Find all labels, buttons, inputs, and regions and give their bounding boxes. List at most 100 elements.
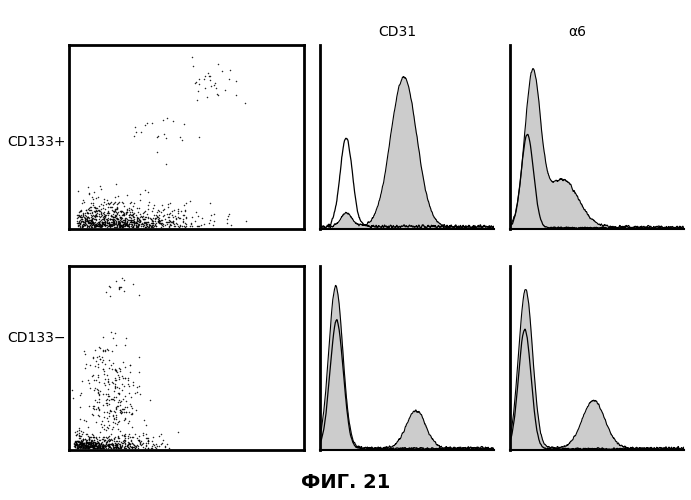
Point xyxy=(84,218,95,226)
Point xyxy=(95,440,106,448)
Point xyxy=(138,222,149,230)
Point xyxy=(83,218,94,226)
Point xyxy=(93,444,104,452)
Point xyxy=(115,443,126,451)
Point xyxy=(88,434,100,442)
Point xyxy=(117,217,128,225)
Point xyxy=(125,199,136,207)
Point xyxy=(111,208,122,216)
Point xyxy=(95,206,106,214)
Point xyxy=(219,86,230,94)
Point xyxy=(83,222,94,230)
Point xyxy=(100,218,111,226)
Point xyxy=(119,382,130,390)
Point xyxy=(113,285,124,293)
Point xyxy=(91,222,102,230)
Point xyxy=(76,436,87,444)
Point xyxy=(109,207,120,215)
Point xyxy=(86,218,97,226)
Point xyxy=(96,442,107,450)
Point xyxy=(128,221,139,229)
Point xyxy=(122,222,133,230)
Point xyxy=(169,222,180,230)
Point xyxy=(75,439,86,447)
Point xyxy=(101,394,112,402)
Point xyxy=(147,222,158,230)
Point xyxy=(87,442,98,450)
Point xyxy=(178,200,189,208)
Point xyxy=(77,199,88,207)
Point xyxy=(81,216,92,224)
Point xyxy=(103,396,114,404)
Point xyxy=(100,200,111,208)
Point xyxy=(128,382,139,390)
Point xyxy=(93,360,104,368)
Point xyxy=(131,442,142,450)
Point xyxy=(145,218,156,226)
Point xyxy=(122,215,133,223)
Point xyxy=(82,223,93,231)
Point xyxy=(113,390,124,398)
Point xyxy=(95,221,106,229)
Point xyxy=(77,436,88,444)
Point xyxy=(101,390,112,398)
Point xyxy=(84,434,95,442)
Point xyxy=(91,438,102,446)
Point xyxy=(133,220,144,228)
Point xyxy=(72,440,83,448)
Point xyxy=(126,220,138,228)
Point xyxy=(124,439,135,447)
Point xyxy=(112,214,123,222)
Point xyxy=(140,213,151,221)
Point xyxy=(149,214,160,222)
Point xyxy=(86,430,97,438)
Point xyxy=(142,218,153,226)
Point xyxy=(71,440,82,448)
Point xyxy=(104,219,115,227)
Point xyxy=(108,220,120,228)
Point xyxy=(76,432,87,440)
Point xyxy=(122,380,133,388)
Point xyxy=(118,222,129,230)
Point xyxy=(113,444,124,452)
Point xyxy=(118,220,129,228)
Point xyxy=(127,208,138,216)
Point xyxy=(85,217,96,225)
Point xyxy=(145,222,156,230)
Point xyxy=(88,444,99,452)
Point xyxy=(93,442,104,450)
Point xyxy=(86,214,97,222)
Point xyxy=(110,211,121,219)
Point xyxy=(223,212,234,220)
Point xyxy=(117,220,129,228)
Point xyxy=(120,220,131,228)
Point xyxy=(110,223,121,231)
Point xyxy=(70,437,82,445)
Point xyxy=(178,222,189,230)
Point xyxy=(205,82,216,90)
Point xyxy=(129,216,140,224)
Point xyxy=(94,388,105,396)
Point xyxy=(93,218,104,226)
Point xyxy=(80,206,91,214)
Point xyxy=(115,221,126,229)
Point xyxy=(120,434,131,442)
Point xyxy=(75,442,86,450)
Point xyxy=(209,210,220,218)
Point xyxy=(123,204,134,212)
Point xyxy=(119,209,130,217)
Point xyxy=(192,222,203,230)
Point xyxy=(180,214,191,222)
Point xyxy=(91,208,102,216)
Point xyxy=(102,378,113,386)
Point xyxy=(129,441,140,449)
Point xyxy=(96,420,107,428)
Point xyxy=(161,210,172,218)
Point xyxy=(90,440,101,448)
Point xyxy=(130,443,141,451)
Point xyxy=(134,390,145,398)
Point xyxy=(67,394,78,402)
Point xyxy=(134,217,145,225)
Point xyxy=(75,441,86,449)
Point xyxy=(104,412,115,420)
